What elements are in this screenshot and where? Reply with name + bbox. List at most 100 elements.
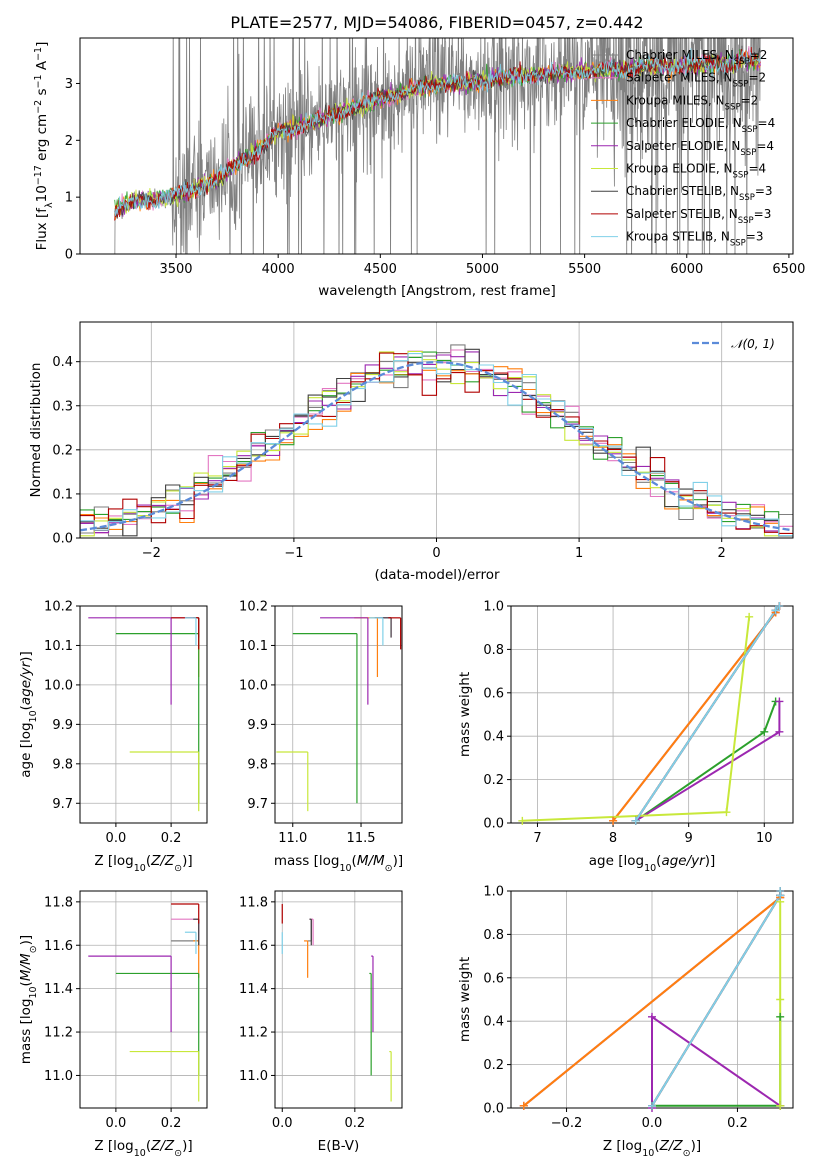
y-axis-label: mass weight bbox=[457, 957, 473, 1042]
label-part: )] bbox=[18, 935, 34, 946]
axes-frame bbox=[79, 37, 794, 255]
panel-residuals: −2 −1 0 1 2 0.0 0.1 0.2 0.3 0.4 (data-model)/error… bbox=[28, 321, 794, 583]
mass-weight-line bbox=[635, 701, 781, 822]
axes: −0.2 0.0 0.2 0.0 0.2 0.4 0.6 0.8 1.0 Z [log10(Z/Z… bbox=[457, 885, 794, 1159]
mass-weight-line bbox=[612, 606, 781, 822]
x-tick-label: 0.0 bbox=[106, 1116, 127, 1131]
label-part: 10 bbox=[339, 863, 351, 874]
label-part: ( bbox=[18, 705, 34, 710]
y-tick-label: 11.0 bbox=[239, 1069, 268, 1084]
y-tick-label: 0.0 bbox=[52, 532, 73, 547]
axes: 3500 4000 4500 5000 5500 6000 6500 0 1 2 3 waveleng… bbox=[33, 37, 805, 299]
label-part: 10 bbox=[28, 710, 39, 722]
x-tick-label: 5500 bbox=[568, 262, 601, 277]
legend-name: Chabrier STELIB, N bbox=[626, 184, 739, 198]
y-tick-label: 11.8 bbox=[239, 895, 268, 910]
y-axis-label: mass weight bbox=[457, 672, 473, 757]
x-tick-label: 0.2 bbox=[161, 1116, 182, 1131]
y-tick-label: 10.2 bbox=[44, 600, 73, 615]
mass-weight-line bbox=[634, 606, 781, 822]
legend: 𝒩(0, 1) bbox=[692, 337, 775, 351]
mass-weight-marker bbox=[519, 1101, 528, 1110]
y-tick-label: 0.0 bbox=[483, 817, 504, 832]
panel-massweight-vs-Z: −0.2 0.0 0.2 0.0 0.2 0.4 0.6 0.8 1.0 Z [log10(Z/Z… bbox=[457, 885, 794, 1159]
histogram-step bbox=[80, 353, 793, 538]
x-tick-label: 2 bbox=[718, 546, 726, 561]
y-tick-label: 1 bbox=[65, 191, 73, 206]
axes-frame bbox=[79, 605, 208, 824]
label-part: Z [log bbox=[94, 853, 133, 869]
mass-weight-marker bbox=[776, 995, 785, 1004]
legend-count: =2 bbox=[750, 48, 768, 62]
x-tick-label: 0.2 bbox=[727, 1116, 748, 1131]
label-part: )] bbox=[182, 853, 193, 869]
y-tick-label: 10.1 bbox=[44, 639, 73, 654]
y-tick-label: 10.0 bbox=[239, 678, 268, 693]
mass-weight-marker bbox=[776, 1101, 785, 1110]
label-part: erg cm bbox=[34, 114, 50, 165]
axes-frame bbox=[274, 890, 403, 1109]
label-part: )] bbox=[691, 1138, 702, 1154]
y-tick-label: 9.8 bbox=[247, 757, 268, 772]
label-part: 10 bbox=[134, 1148, 146, 1159]
legend-sub: SSP bbox=[734, 57, 750, 67]
x-axis-label: Z [log10(Z/Z⊙)] bbox=[94, 853, 192, 874]
y-tick-label: 9.7 bbox=[52, 797, 73, 812]
label-part: Z [log bbox=[603, 1138, 642, 1154]
label-part: E(B-V) bbox=[318, 1138, 360, 1154]
mass-weight-line bbox=[635, 701, 777, 822]
mass-weight-marker bbox=[760, 727, 769, 736]
label-part: s bbox=[34, 88, 50, 99]
x-tick-label: −1 bbox=[284, 546, 303, 561]
x-tick-label: 11.0 bbox=[278, 831, 307, 846]
legend-sub: SSP bbox=[739, 193, 755, 203]
legend-count: =3 bbox=[746, 230, 764, 244]
y-axis-label: mass [log10(M/M⊙)] bbox=[18, 935, 39, 1064]
y-tick-label: 0.0 bbox=[483, 1102, 504, 1117]
label-part: ( bbox=[146, 853, 151, 869]
label-part: −17 bbox=[33, 165, 44, 185]
legend-name: Chabrier MILES, N bbox=[626, 48, 734, 62]
y-tick-label: 2 bbox=[65, 134, 73, 149]
spectrum-data-line bbox=[114, 38, 761, 254]
legend-count: =2 bbox=[748, 71, 766, 85]
plot-area bbox=[281, 904, 392, 1102]
mass-weight-marker bbox=[776, 1012, 785, 1021]
mass-weight-marker bbox=[775, 727, 784, 736]
y-tick-label: 0.4 bbox=[483, 730, 504, 745]
x-axis-label: mass [log10(M/M⊙)] bbox=[274, 853, 403, 874]
x-axis-label: (data-model)/error bbox=[374, 567, 500, 583]
plot-area bbox=[522, 606, 781, 822]
axes-frame bbox=[79, 890, 208, 1109]
y-axis-label: Normed distribution bbox=[28, 363, 44, 498]
legend-sub: SSP bbox=[730, 239, 746, 249]
label-part: age/yr bbox=[18, 660, 34, 705]
mass-weight-marker bbox=[771, 606, 780, 615]
y-tick-label: 9.8 bbox=[52, 757, 73, 772]
y-tick-label: 11.2 bbox=[239, 1026, 268, 1041]
legend-sub: SSP bbox=[738, 216, 754, 226]
y-tick-label: 1.0 bbox=[483, 885, 504, 900]
x-tick-label: 3500 bbox=[159, 262, 192, 277]
y-tick-label: 0.2 bbox=[483, 1058, 504, 1073]
plot-area bbox=[88, 617, 200, 812]
x-tick-label: 9 bbox=[685, 831, 693, 846]
mass-weight-marker bbox=[775, 697, 784, 706]
legend-entry: Kroupa MILES, NSSP=2 bbox=[626, 93, 758, 112]
label-part: −1 bbox=[33, 74, 44, 88]
x-tick-label: 8 bbox=[609, 831, 617, 846]
label-part: λ bbox=[44, 202, 55, 208]
label-part: ⊙ bbox=[385, 863, 393, 874]
panel-age-vs-Z: 0.0 0.29.79.89.910.010.110.2Z [log10(Z/Z⊙… bbox=[18, 600, 208, 874]
legend-sub: SSP bbox=[733, 171, 749, 181]
y-tick-label: 0.1 bbox=[52, 487, 73, 502]
y-axis-label: Flux [fλ10−17 erg cm−2 s−1 A−1] bbox=[33, 42, 55, 251]
axes-frame bbox=[510, 605, 794, 824]
y-tick-label: 9.9 bbox=[52, 718, 73, 733]
label-part: )] bbox=[182, 1138, 193, 1154]
x-tick-label: 7 bbox=[533, 831, 541, 846]
x-tick-label: 4000 bbox=[262, 262, 295, 277]
